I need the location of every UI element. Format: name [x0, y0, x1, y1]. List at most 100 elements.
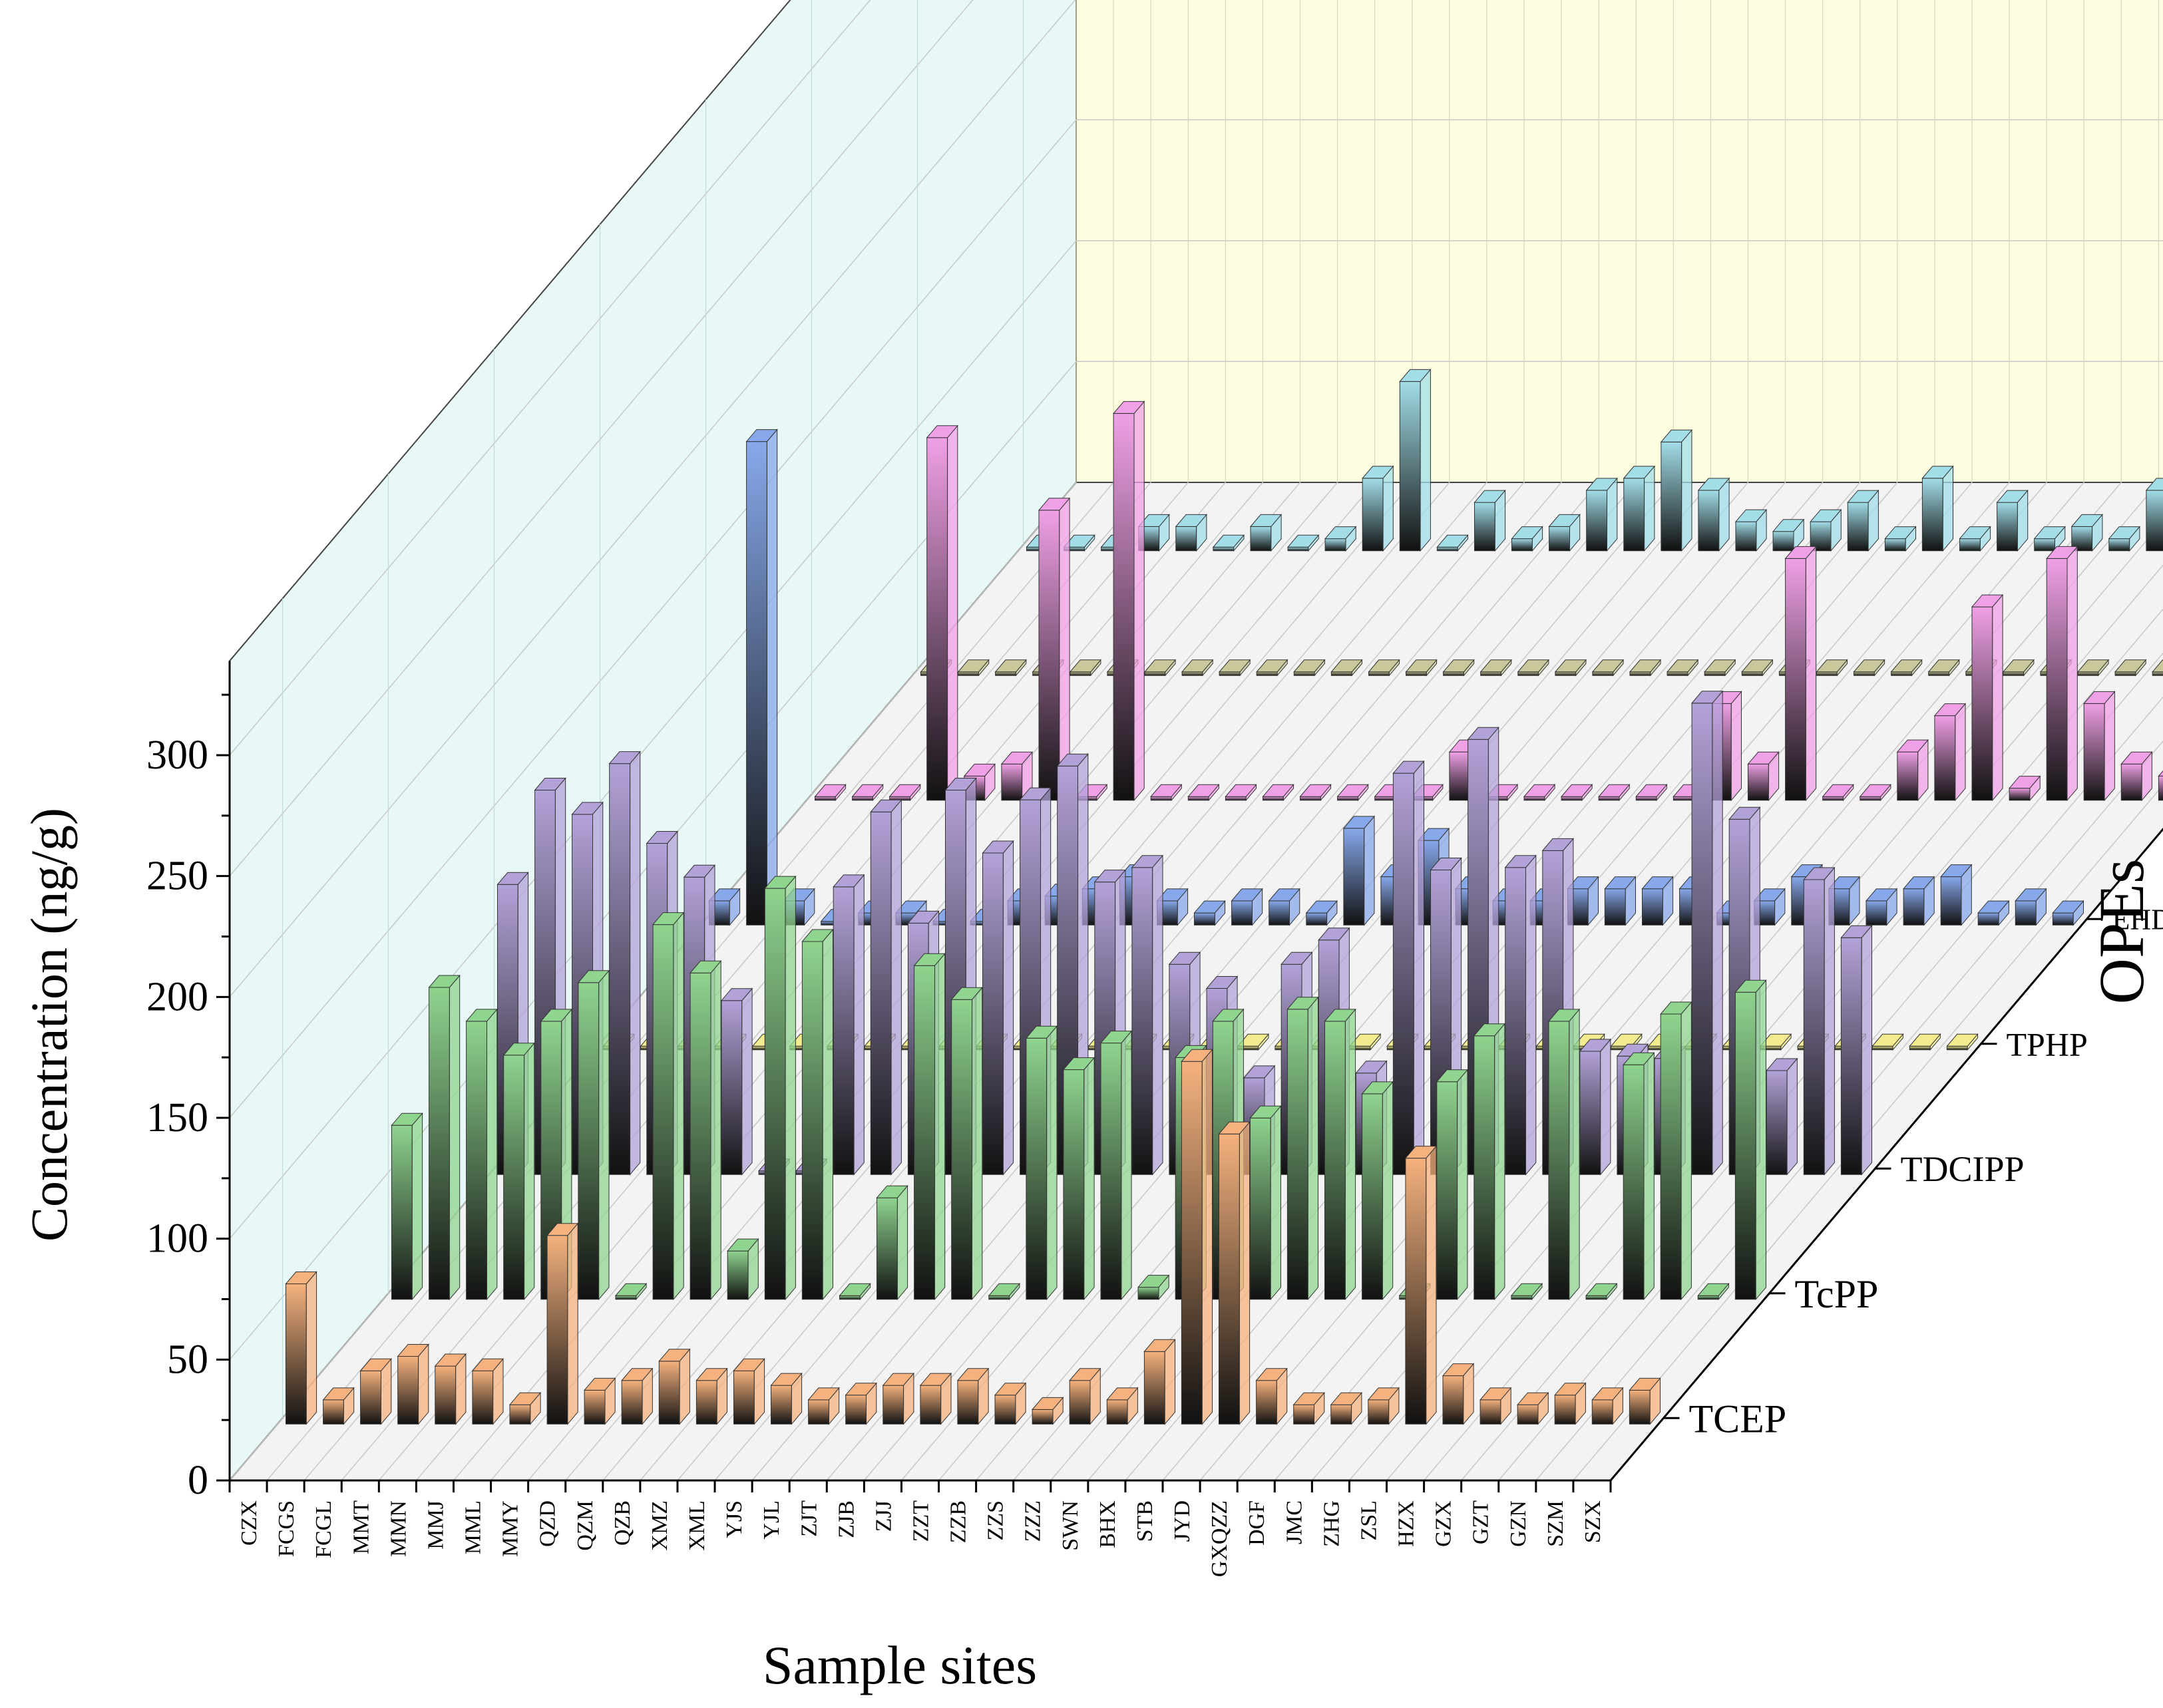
bar-top	[1940, 864, 1973, 878]
bar	[1479, 1387, 1512, 1425]
bar	[1816, 659, 1848, 677]
x-axis-title: Sample sites	[763, 1635, 1037, 1695]
bar-top	[1175, 514, 1207, 527]
bar-front	[1443, 671, 1464, 676]
bar-top	[1561, 784, 1593, 797]
gridline-floor	[1498, 696, 2163, 1481]
bar	[1927, 659, 1960, 677]
bar-front	[2003, 671, 2025, 676]
bar-front	[1623, 478, 1645, 552]
bar	[1510, 1282, 1543, 1301]
gridline-floor	[1237, 482, 2084, 1481]
bar-front	[1735, 521, 1757, 552]
bar	[1896, 739, 1929, 802]
bar-top	[577, 970, 610, 983]
bar	[2108, 526, 2140, 552]
bar-top	[2108, 526, 2140, 540]
bar	[2158, 770, 2163, 801]
x-tick-label: ZJJ	[871, 1500, 896, 1532]
series-row-ToCP	[814, 401, 2163, 802]
bar-side	[1307, 996, 1318, 1301]
bar-side	[1364, 815, 1375, 926]
series-label: TcPP	[1795, 1272, 1879, 1316]
bar	[1623, 1051, 1655, 1301]
bar	[1062, 1057, 1095, 1301]
bar	[1903, 876, 1935, 926]
bar	[1772, 518, 1805, 552]
bar-front	[1860, 796, 1881, 801]
bar-front	[951, 999, 972, 1300]
bar-top	[1467, 727, 1499, 740]
bar-front	[1946, 1045, 1968, 1051]
bar-top	[1933, 703, 1967, 717]
bar-side	[766, 428, 778, 926]
bar-front	[1362, 478, 1384, 552]
bar-top	[1367, 1387, 1400, 1401]
bar-side	[1046, 1025, 1058, 1301]
bar-front	[429, 987, 450, 1300]
bar-front	[397, 1356, 419, 1425]
bar-front	[1330, 671, 1352, 676]
x-tick-label: ZZZ	[1021, 1500, 1046, 1542]
bar	[845, 1382, 877, 1425]
bar-front	[621, 1380, 643, 1425]
bar-side	[1525, 854, 1537, 1176]
bar-front	[815, 796, 836, 801]
bar	[870, 798, 902, 1176]
bar-side	[1730, 691, 1742, 802]
bar	[471, 1357, 504, 1425]
bar-front	[1175, 526, 1197, 552]
bar-top	[1479, 659, 1512, 673]
series-label: TPHP	[2007, 1025, 2088, 1063]
bar-front	[1548, 1021, 1570, 1300]
bar-front	[323, 1399, 344, 1425]
bar	[1734, 508, 1768, 552]
bar-top	[1324, 526, 1357, 540]
bar-top	[1113, 401, 1145, 414]
bar-front	[926, 437, 948, 801]
bar-front	[1517, 1404, 1539, 1425]
bar	[1747, 751, 1780, 802]
bar	[1884, 526, 1917, 552]
bar-top	[1479, 1387, 1512, 1401]
bar	[1324, 1008, 1356, 1301]
bar-top	[1623, 1052, 1655, 1065]
x-tick-label: SWN	[1058, 1500, 1083, 1551]
bar-front	[1691, 703, 1713, 1175]
bar-front	[1144, 671, 1166, 676]
bar-front	[1137, 1287, 1159, 1300]
bar-front	[1511, 1295, 1533, 1300]
bar-front	[995, 671, 1016, 676]
bar-top	[720, 988, 753, 1001]
bar-front	[958, 671, 979, 676]
bar-top	[1598, 784, 1631, 797]
bar-front	[1474, 502, 1495, 552]
chart-labels: TCEPTcPPTDCIPPTPHPEHDPPToCPTpCPTmCP	[1689, 904, 2163, 1441]
bar-top	[571, 802, 604, 815]
bar-top	[1474, 490, 1506, 503]
bar-front	[1194, 912, 1215, 926]
x-tick-label: SZM	[1543, 1500, 1568, 1547]
bar-side	[1201, 1048, 1213, 1425]
bar-front	[1449, 751, 1471, 801]
back-wall	[1076, 0, 2163, 483]
bar	[1405, 659, 1438, 677]
bar-top	[745, 429, 778, 442]
bar-top	[1212, 1009, 1245, 1022]
bar-top	[1362, 466, 1394, 479]
bar-top	[882, 1373, 914, 1386]
bar	[1262, 783, 1294, 802]
bar-top	[614, 1283, 648, 1296]
x-tick-label: ZHG	[1319, 1500, 1344, 1547]
bar-top	[1249, 514, 1282, 527]
bar	[1361, 1081, 1394, 1301]
bar-front	[1406, 671, 1427, 676]
bar-front	[833, 886, 855, 1175]
bar	[1734, 979, 1767, 1301]
x-tick-label: GXQZZ	[1207, 1500, 1232, 1577]
bar	[1517, 1391, 1549, 1425]
bar-top	[1853, 659, 1885, 673]
bar-front	[808, 1399, 829, 1425]
bar-front	[982, 852, 1004, 1175]
gridline-floor	[303, 482, 1151, 1481]
